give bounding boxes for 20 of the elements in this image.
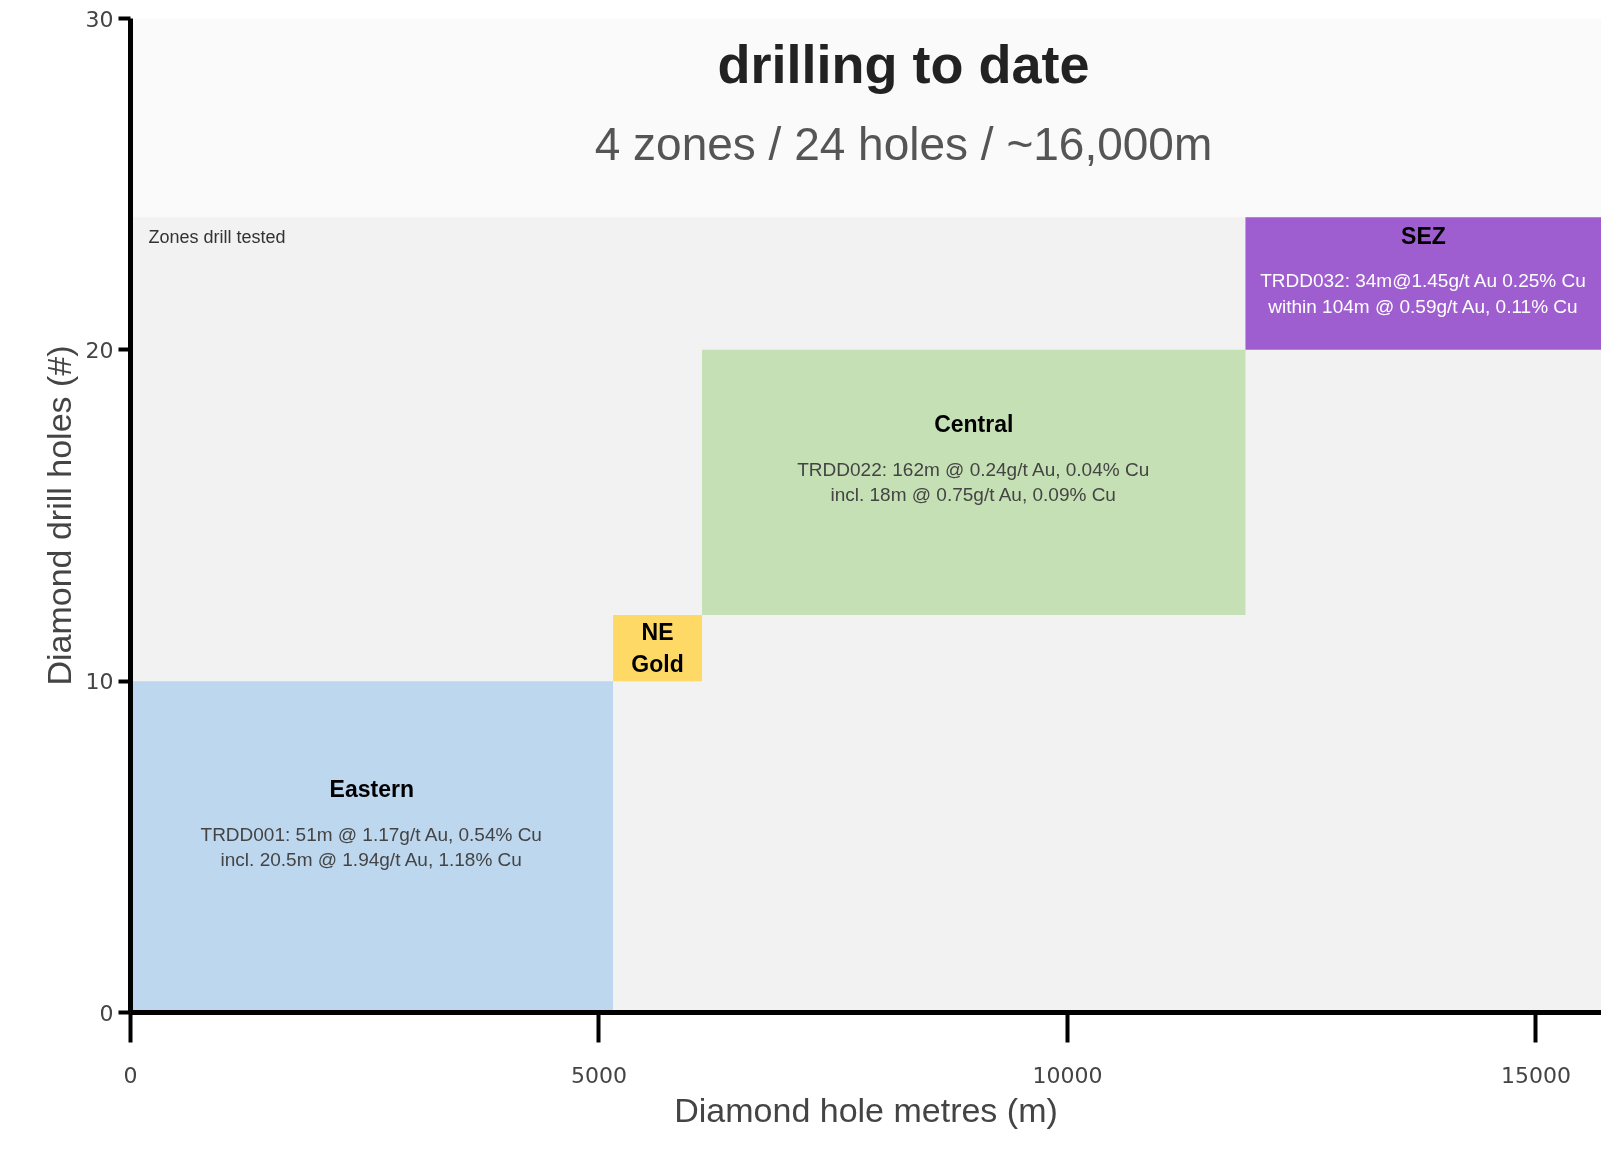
y-tick-label: 30 bbox=[85, 6, 114, 32]
y-tick-label: 20 bbox=[85, 337, 114, 363]
x-axis-title: Diamond hole metres (m) bbox=[674, 1090, 1058, 1129]
y-tick-label: 10 bbox=[85, 669, 114, 695]
x-tick-label: 10000 bbox=[1032, 1062, 1103, 1088]
x-tick-label: 0 bbox=[123, 1062, 138, 1088]
category-label: SEZ bbox=[1401, 222, 1446, 249]
category-label: Central bbox=[934, 411, 1014, 438]
x-tick-label: 15000 bbox=[1500, 1062, 1571, 1088]
annotation: TRDD001: 51m @ 1.17g/t Au, 0.54% Cu incl. 20.5m @ 1.94g/t Au, 1.18% Cu bbox=[200, 823, 542, 870]
y-tick-label: 0 bbox=[99, 1000, 114, 1026]
band-label: Zones drill tested bbox=[148, 227, 286, 248]
category-label: Eastern bbox=[329, 775, 414, 802]
category-label: NE Gold bbox=[631, 619, 684, 677]
x-tick-label: 5000 bbox=[570, 1062, 627, 1088]
annotation: TRDD022: 162m @ 0.24g/t Au, 0.04% Cu incl. 18m @ 0.75g/t Au, 0.09% Cu bbox=[797, 459, 1150, 506]
chart-title: drilling to date bbox=[717, 33, 1090, 94]
text: 4 zones / 24 holes / ~16,000m bbox=[594, 117, 1213, 170]
y-axis-title: Diamond drill holes (#) bbox=[39, 345, 78, 686]
annotation: TRDD032: 34m@1.45g/t Au 0.25% Cu within 104m @ 0.59g/t Au, 0.11% Cu bbox=[1260, 270, 1586, 317]
